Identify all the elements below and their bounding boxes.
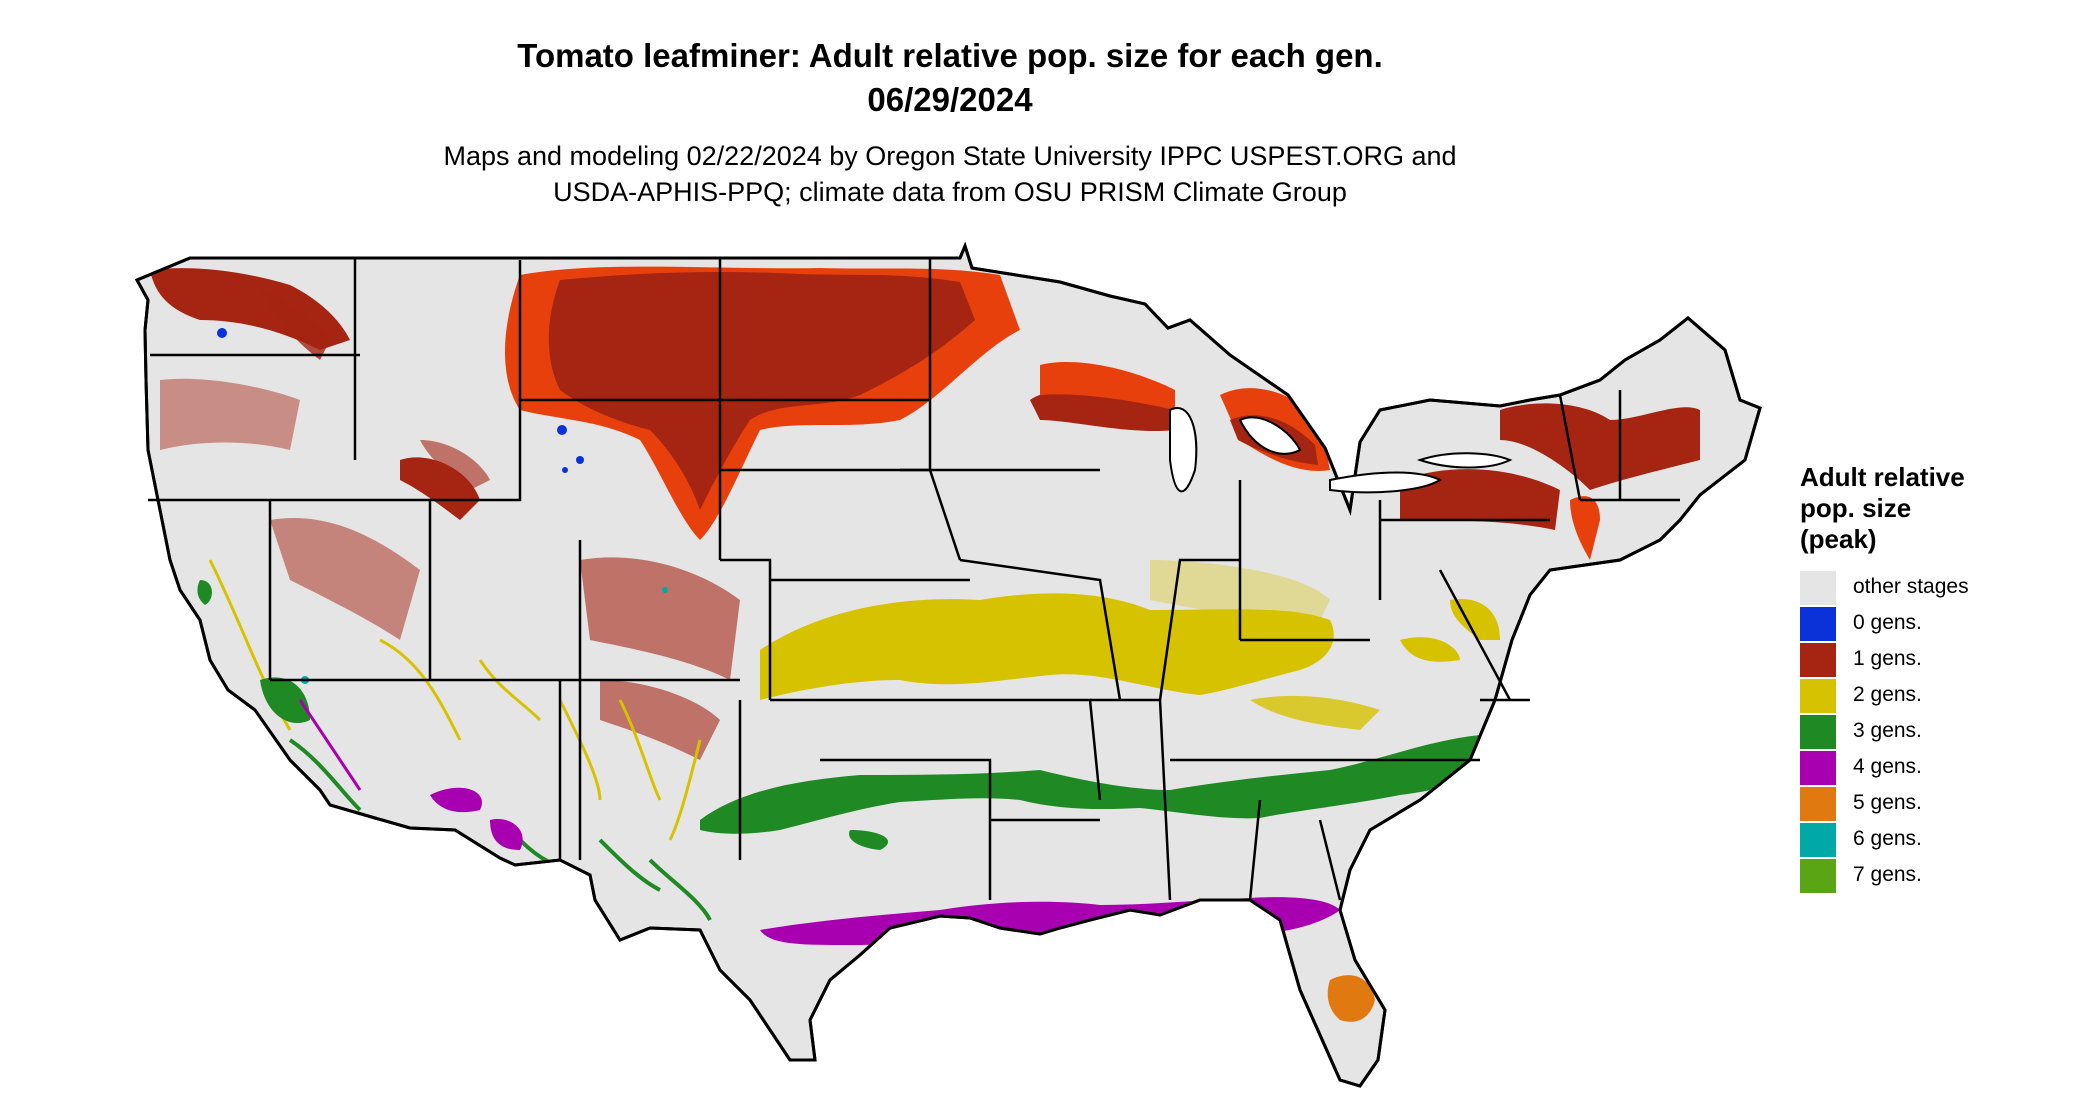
legend-swatch — [1800, 715, 1836, 749]
legend-label: 1 gens. — [1853, 647, 1922, 670]
legend-title-line1: Adult relative — [1800, 462, 1965, 492]
legend-swatch — [1800, 823, 1836, 857]
legend-swatch — [1800, 859, 1836, 893]
state-borders — [148, 258, 1680, 901]
legend-label: 5 gens. — [1853, 791, 1922, 814]
legend-item-2-gens: 2 gens. — [1800, 677, 2090, 713]
legend-swatch — [1800, 643, 1836, 677]
legend-item-1-gens: 1 gens. — [1800, 641, 2090, 677]
legend-title: Adult relative pop. size (peak) — [1800, 462, 2090, 555]
zone-1-gens — [150, 266, 1700, 760]
legend-swatch — [1800, 571, 1836, 605]
map-credit-line1: Maps and modeling 02/22/2024 by Oregon S… — [443, 141, 1457, 171]
legend-title-line3: (peak) — [1800, 524, 1877, 554]
legend-swatch — [1800, 679, 1836, 713]
great-lakes — [1169, 407, 1513, 494]
legend-label: 0 gens. — [1853, 611, 1922, 634]
legend: Adult relative pop. size (peak) other st… — [1800, 462, 2090, 893]
us-map — [134, 241, 1762, 1088]
legend-title-line2: pop. size — [1800, 493, 1912, 523]
legend-label: other stages — [1853, 575, 1969, 598]
map-date: 06/29/2024 — [867, 81, 1033, 118]
zone-0-gens — [217, 328, 668, 684]
legend-swatch — [1800, 607, 1836, 641]
legend-item-other-stages: other stages — [1800, 569, 2090, 605]
legend-items: other stages 0 gens. 1 gens. 2 gens. 3 g… — [1800, 569, 2090, 893]
legend-item-6-gens: 6 gens. — [1800, 821, 2090, 857]
us-outline — [134, 241, 1762, 1088]
legend-label: 7 gens. — [1853, 863, 1922, 886]
legend-label: 3 gens. — [1853, 719, 1922, 742]
legend-label: 4 gens. — [1853, 755, 1922, 778]
legend-item-4-gens: 4 gens. — [1800, 749, 2090, 785]
legend-item-3-gens: 3 gens. — [1800, 713, 2090, 749]
zone-5-gens — [835, 975, 1375, 1036]
legend-label: 2 gens. — [1853, 683, 1922, 706]
legend-swatch — [1800, 787, 1836, 821]
legend-label: 6 gens. — [1853, 827, 1922, 850]
zone-3-gens — [197, 580, 1514, 921]
map-credit-line2: USDA-APHIS-PPQ; climate data from OSU PR… — [553, 177, 1347, 207]
legend-item-5-gens: 5 gens. — [1800, 785, 2090, 821]
legend-item-0-gens: 0 gens. — [1800, 605, 2090, 641]
map-title: Tomato leafminer: Adult relative pop. si… — [517, 37, 1383, 74]
legend-item-7-gens: 7 gens. — [1800, 857, 2090, 893]
legend-swatch — [1800, 751, 1836, 785]
